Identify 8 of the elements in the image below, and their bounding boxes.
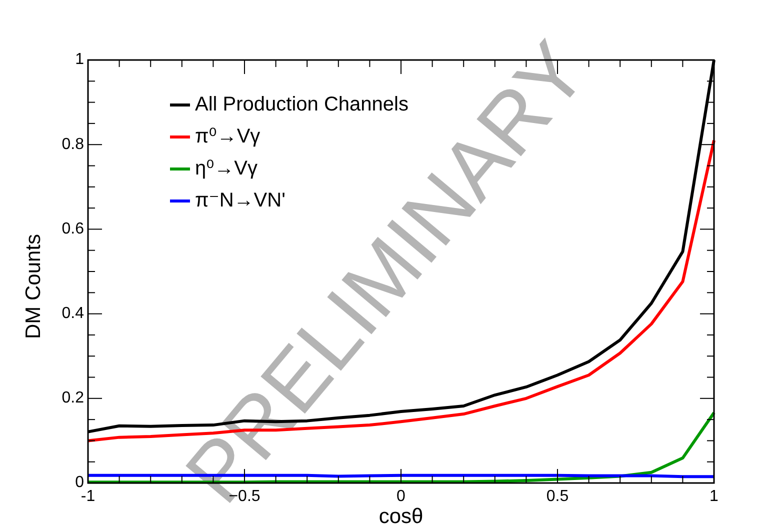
x-axis-title: cosθ (378, 505, 424, 528)
y-tick-label: 0.2 (62, 390, 84, 407)
y-tick-label: 0.6 (62, 220, 84, 238)
x-tick-label: 1 (710, 488, 719, 505)
y-tick-label: 0.8 (62, 136, 84, 153)
y-axis-title: DM Counts (22, 234, 45, 340)
y-tick-label: 0.4 (62, 305, 84, 322)
y-tick-label: 1 (75, 51, 84, 68)
